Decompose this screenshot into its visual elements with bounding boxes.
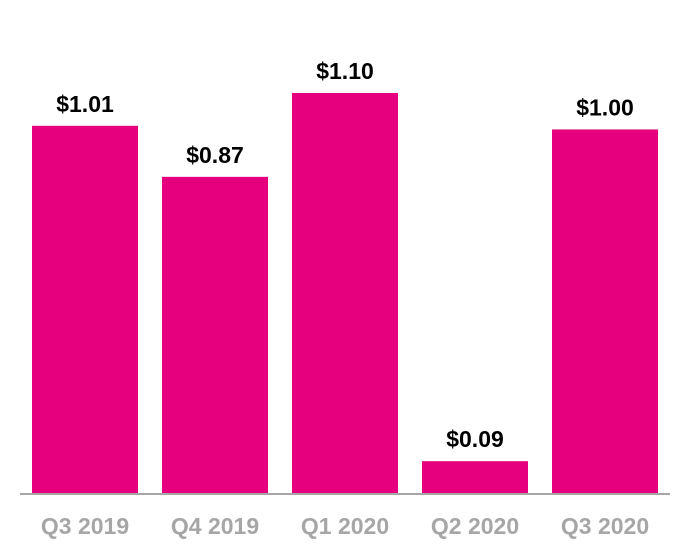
bar-q1-2020 [292,93,398,494]
value-label-q4-2019: $0.87 [186,142,244,168]
bar-q3-2019 [32,125,138,495]
x-tick-label-q1-2020: Q1 2020 [301,513,389,539]
bar-q2-2020 [422,461,528,494]
value-label-q3-2020: $1.00 [576,94,634,120]
bar-q3-2020 [552,129,658,495]
bar-q4-2019 [162,176,268,494]
bars-group [32,93,658,495]
x-tick-labels-group: Q3 2019 Q4 2019 Q1 2020 Q2 2020 Q3 2020 [41,513,649,539]
value-label-q1-2020: $1.10 [316,58,374,84]
x-tick-label-q3-2020: Q3 2020 [561,513,649,539]
x-tick-label-q4-2019: Q4 2019 [171,513,259,539]
value-label-q3-2019: $1.01 [56,91,114,117]
x-tick-label-q2-2020: Q2 2020 [431,513,519,539]
x-tick-label-q3-2019: Q3 2019 [41,513,129,539]
value-labels-group: $1.01 $0.87 $1.10 $0.09 $1.00 [56,58,634,452]
value-label-q2-2020: $0.09 [446,426,504,452]
